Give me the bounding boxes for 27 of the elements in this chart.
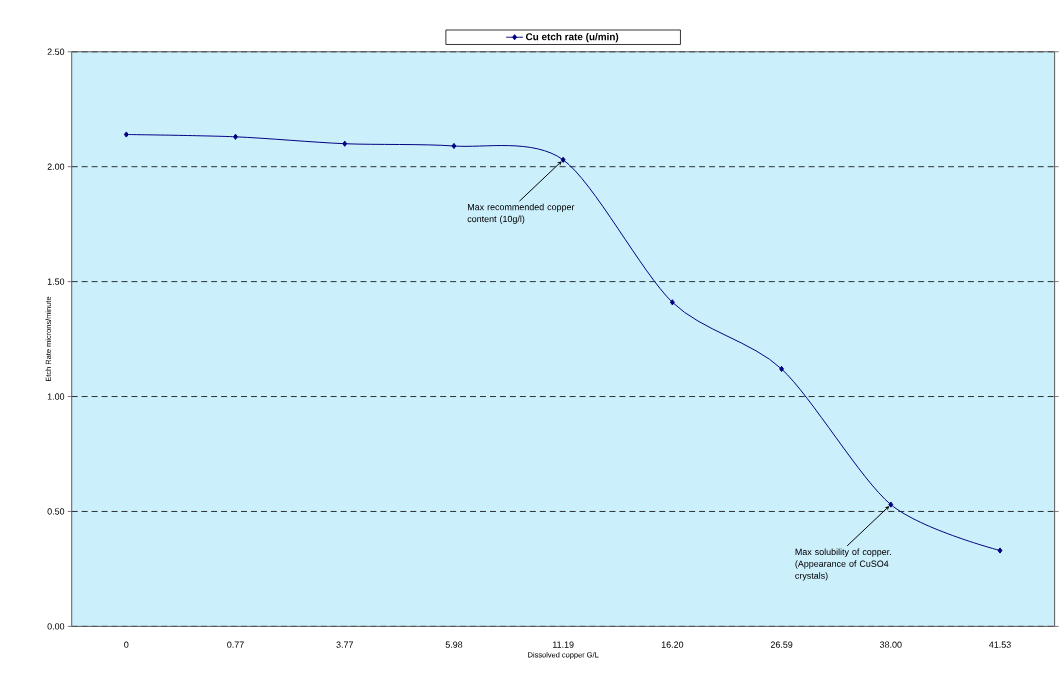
y-tick-label: 2.50	[47, 48, 65, 55]
x-tick-label: 38.00	[879, 641, 902, 648]
point	[451, 142, 457, 150]
y-tick-label: 1.50	[47, 278, 65, 285]
point	[779, 365, 785, 372]
x-tick-label: 5.98	[445, 641, 463, 648]
point	[669, 299, 675, 306]
y-tick-label: 1.00	[47, 393, 65, 400]
x-tick-label: 3.77	[336, 641, 353, 648]
y-tick-label: 0.50	[47, 508, 65, 515]
x-tick-label: 0.77	[227, 641, 244, 648]
y-tick-label: 0.00	[47, 623, 65, 630]
point	[997, 547, 1003, 554]
x-tick-label: 41.53	[989, 641, 1011, 648]
point	[560, 156, 566, 163]
annotation: Max recommended copper content (10g/l)	[467, 203, 575, 224]
annotation: Max solubility of copper. (Appearance of CuSO4 crystals)	[795, 548, 891, 581]
legend-label: Cu etch rate (u/min)	[525, 32, 619, 43]
point	[888, 501, 894, 508]
y-tick-label: 2.00	[47, 163, 65, 170]
x-tick-label: 26.59	[770, 641, 793, 648]
x-tick-label: 16.20	[661, 641, 684, 648]
x-tick-label: 11.19	[553, 641, 574, 648]
point	[233, 133, 238, 140]
x-tick-label: 0	[124, 641, 129, 648]
point	[123, 131, 129, 138]
point	[342, 140, 348, 147]
